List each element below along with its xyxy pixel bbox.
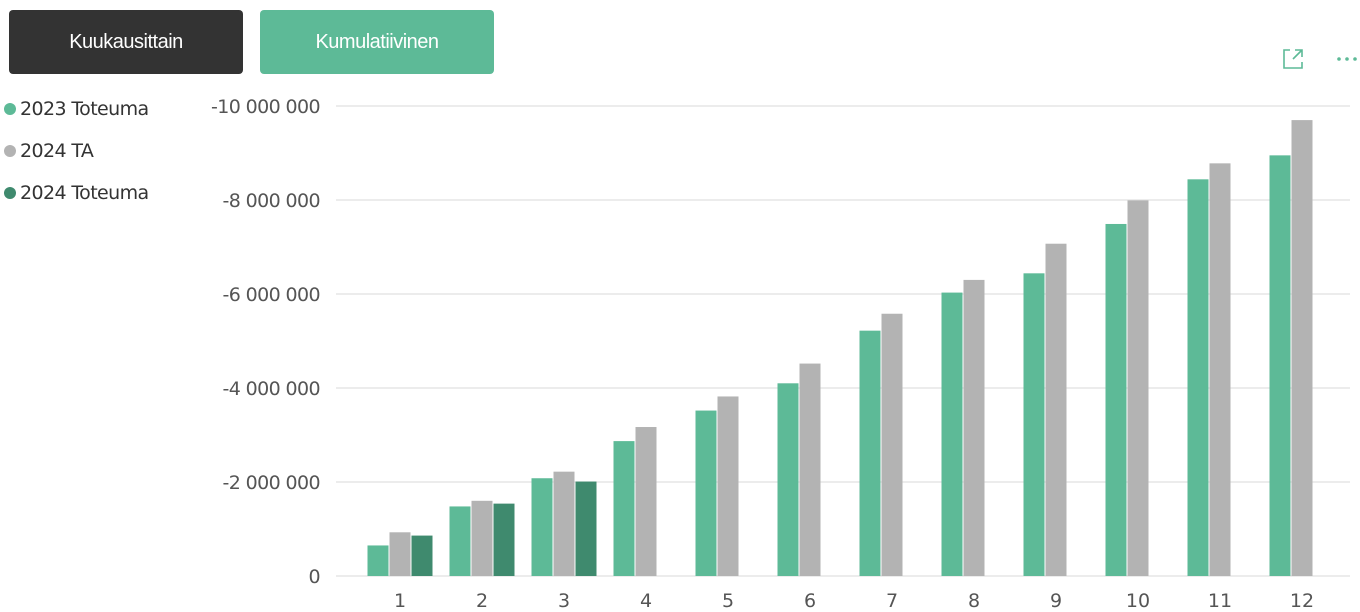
bar-2023-toteuma-3[interactable] (531, 478, 553, 576)
bar-2023-toteuma-12[interactable] (1269, 155, 1291, 576)
legend-label-2024-ta: 2024 TA (20, 140, 94, 162)
legend-item-2024-ta[interactable]: 2024 TA (4, 138, 149, 164)
x-tick-label: 4 (640, 590, 652, 612)
legend-dot-2024-ta (4, 145, 16, 157)
focus-mode-icon[interactable] (1280, 45, 1306, 73)
bar-2024-ta-2[interactable] (471, 500, 493, 576)
bar-2024-ta-8[interactable] (963, 279, 985, 576)
x-tick-label: 2 (476, 590, 488, 612)
x-axis-ticks: 1 2 3 4 5 6 7 8 9 10 11 12 (394, 590, 1314, 612)
x-tick-label: 11 (1208, 590, 1232, 612)
bars (367, 120, 1313, 576)
legend-label-2024-toteuma: 2024 Toteuma (20, 182, 149, 204)
bar-2023-toteuma-2[interactable] (449, 506, 471, 576)
y-tick-label: 0 (309, 566, 321, 588)
x-tick-label: 1 (394, 590, 406, 612)
chart-legend: 2023 Toteuma 2024 TA 2024 Toteuma (4, 96, 149, 222)
bar-2023-toteuma-7[interactable] (859, 330, 881, 576)
legend-item-2024-toteuma[interactable]: 2024 Toteuma (4, 180, 149, 206)
bar-2023-toteuma-10[interactable] (1105, 223, 1127, 576)
bar-2024-ta-3[interactable] (553, 471, 575, 576)
bar-2024-ta-9[interactable] (1045, 243, 1067, 576)
cumulative-button[interactable]: Kumulatiivinen (260, 10, 494, 74)
bar-2024-toteuma-1[interactable] (411, 535, 433, 576)
y-axis-ticks: 0 -2 000 000 -4 000 000 -6 000 000 -8 000 00… (211, 96, 321, 588)
x-tick-label: 8 (968, 590, 980, 612)
bar-2024-ta-4[interactable] (635, 427, 657, 576)
x-tick-label: 10 (1126, 590, 1150, 612)
bar-2023-toteuma-5[interactable] (695, 410, 717, 576)
y-tick-label: -8 000 000 (222, 190, 320, 212)
x-tick-label: 7 (886, 590, 898, 612)
legend-label-2023-toteuma: 2023 Toteuma (20, 98, 149, 120)
bar-2024-ta-10[interactable] (1127, 200, 1149, 576)
x-tick-label: 12 (1290, 590, 1314, 612)
y-tick-label: -2 000 000 (222, 472, 320, 494)
bar-2023-toteuma-9[interactable] (1023, 273, 1045, 576)
x-tick-label: 9 (1050, 590, 1062, 612)
x-tick-label: 5 (722, 590, 734, 612)
bar-2023-toteuma-1[interactable] (367, 545, 389, 576)
bar-2024-ta-6[interactable] (799, 363, 821, 576)
more-options-icon[interactable] (1334, 45, 1360, 73)
x-tick-label: 3 (558, 590, 570, 612)
y-tick-label: -4 000 000 (222, 378, 320, 400)
bar-2024-ta-1[interactable] (389, 532, 411, 576)
bar-2024-ta-12[interactable] (1291, 120, 1313, 576)
bar-2023-toteuma-4[interactable] (613, 441, 635, 576)
bar-2023-toteuma-8[interactable] (941, 292, 963, 576)
legend-dot-2023-toteuma (4, 103, 16, 115)
x-tick-label: 6 (804, 590, 816, 612)
bar-2024-ta-7[interactable] (881, 313, 903, 576)
bar-2024-toteuma-2[interactable] (493, 503, 515, 576)
bar-2024-ta-5[interactable] (717, 396, 739, 576)
monthly-button[interactable]: Kuukausittain (9, 10, 243, 74)
legend-item-2023-toteuma[interactable]: 2023 Toteuma (4, 96, 149, 122)
y-tick-label: -6 000 000 (222, 284, 320, 306)
bar-2024-toteuma-3[interactable] (575, 481, 597, 576)
bar-2023-toteuma-6[interactable] (777, 383, 799, 576)
bar-2024-ta-11[interactable] (1209, 163, 1231, 576)
bar-2023-toteuma-11[interactable] (1187, 179, 1209, 576)
legend-dot-2024-toteuma (4, 187, 16, 199)
y-tick-label: -10 000 000 (211, 96, 320, 118)
